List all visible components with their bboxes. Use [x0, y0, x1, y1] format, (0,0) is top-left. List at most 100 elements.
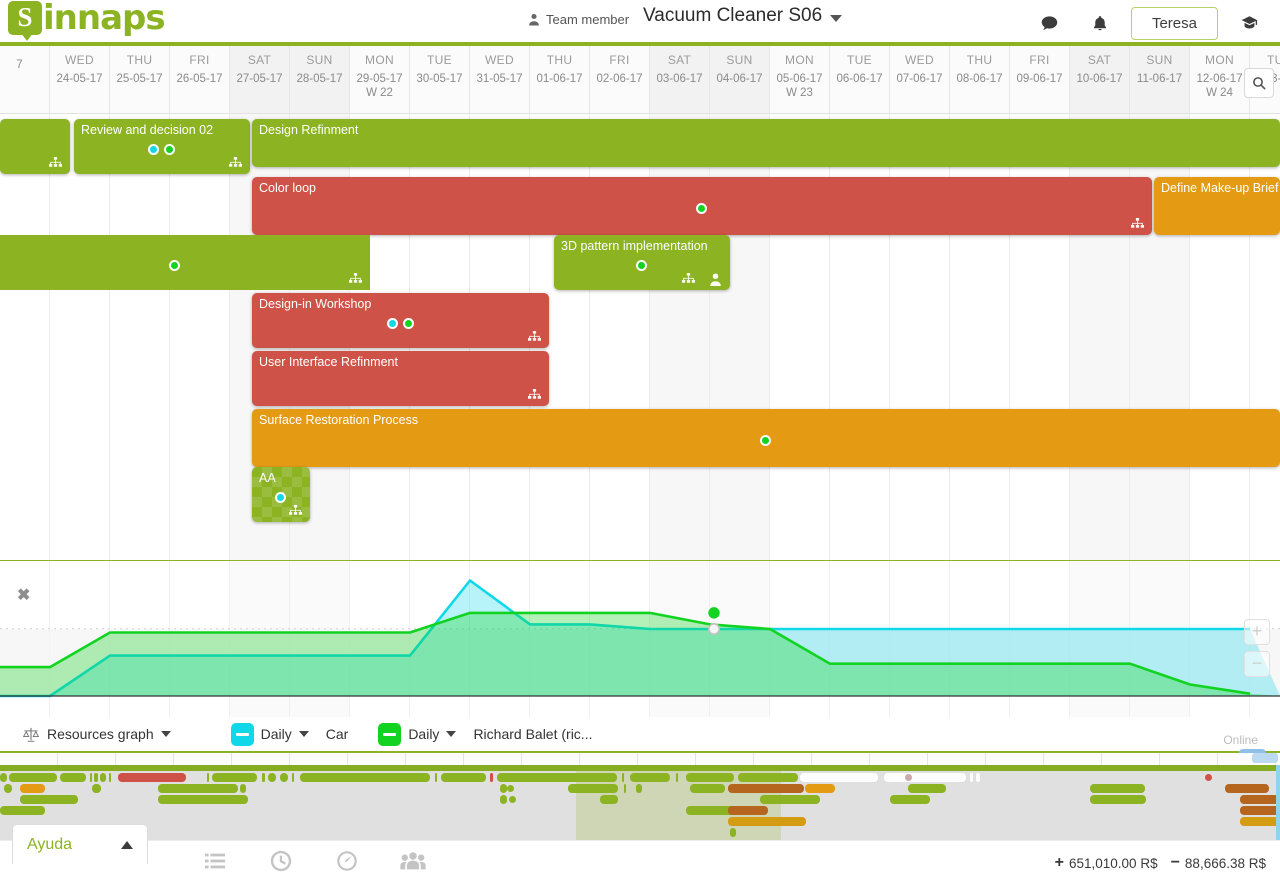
- date-column[interactable]: WED 07-06-17: [890, 46, 950, 113]
- date-column[interactable]: TUE 30-05-17: [410, 46, 470, 113]
- resources-graph-selector[interactable]: Resources graph: [22, 726, 171, 742]
- person-icon[interactable]: [709, 273, 722, 286]
- day-of-week: SUN: [726, 53, 753, 67]
- date-column[interactable]: FRI 26-05-17: [170, 46, 230, 113]
- comment-icon[interactable]: [1025, 6, 1075, 40]
- resources-area-chart: [0, 579, 1280, 698]
- day-date: 05-06-17: [776, 73, 823, 85]
- org-icon[interactable]: [528, 389, 541, 401]
- task-label: Define Make-up Brief: [1161, 181, 1279, 195]
- milestone-dot-green[interactable]: [636, 259, 647, 271]
- milestone-dot-cyan[interactable]: [148, 143, 159, 155]
- list-icon[interactable]: [196, 844, 234, 878]
- date-column[interactable]: FRI 02-06-17: [590, 46, 650, 113]
- date-column[interactable]: SAT 10-06-17: [1070, 46, 1130, 113]
- minimap-ruler-tick: [1102, 753, 1160, 765]
- graduation-cap-icon[interactable]: [1224, 6, 1274, 40]
- project-title-selector[interactable]: Vacuum Cleaner S06: [643, 5, 843, 27]
- date-column[interactable]: WED 31-05-17: [470, 46, 530, 113]
- minimap-task-bar: [207, 773, 209, 782]
- minimap-ruler-tick: [1044, 753, 1102, 765]
- milestone-dot-green[interactable]: [760, 435, 771, 446]
- milestone-dot-green[interactable]: [169, 259, 180, 271]
- minimap-task-bar: [500, 784, 507, 793]
- user-account-button[interactable]: Teresa: [1130, 6, 1218, 40]
- gantt-task-bar[interactable]: 3D pattern implementation: [554, 235, 730, 290]
- sinnaps-logo[interactable]: S innaps: [8, 0, 166, 41]
- gantt-task-bar[interactable]: User Interface Refinment: [252, 351, 549, 406]
- zoom-out-button[interactable]: −: [1244, 651, 1270, 677]
- close-icon[interactable]: ✖: [17, 587, 31, 604]
- org-icon[interactable]: [49, 157, 62, 169]
- gantt-chart-area[interactable]: Review and decision 02 Design Refinment Co…: [0, 114, 1280, 560]
- date-column[interactable]: MON 29-05-17 W 22: [350, 46, 410, 113]
- gantt-grid-column: [110, 114, 170, 560]
- date-column[interactable]: THU 08-06-17: [950, 46, 1010, 113]
- help-button[interactable]: Ayuda: [12, 824, 148, 864]
- help-label: Ayuda: [27, 835, 73, 853]
- day-of-week: SAT: [1087, 53, 1112, 67]
- minimap-task-bar: [90, 773, 92, 782]
- date-column[interactable]: THU 01-06-17: [530, 46, 590, 113]
- legend-series-1[interactable]: Daily Richard Balet (ric...: [378, 722, 592, 746]
- minimap-task-bar: [441, 773, 486, 782]
- gantt-task-bar[interactable]: Design-in Workshop: [252, 293, 549, 348]
- day-of-week: SAT: [667, 53, 692, 67]
- date-column[interactable]: SAT 03-06-17: [650, 46, 710, 113]
- gantt-task-bar[interactable]: Design Refinment: [252, 119, 1280, 167]
- org-icon[interactable]: [349, 273, 362, 285]
- milestone-dot-green[interactable]: [696, 203, 707, 214]
- minimap-ruler-tick: [116, 753, 174, 765]
- date-column[interactable]: SUN 28-05-17: [290, 46, 350, 113]
- search-icon[interactable]: [1244, 68, 1274, 98]
- date-column[interactable]: MON 12-06-17 W 24: [1190, 46, 1250, 113]
- project-overview-minimap[interactable]: [0, 753, 1280, 840]
- date-column[interactable]: MON 05-06-17 W 23: [770, 46, 830, 113]
- gantt-task-bar[interactable]: Surface Restoration Process: [252, 409, 1280, 467]
- day-of-week: WED: [485, 53, 514, 67]
- date-column[interactable]: THU 25-05-17: [110, 46, 170, 113]
- date-column[interactable]: TUE 06-06-17: [830, 46, 890, 113]
- date-column[interactable]: SUN 11-06-17: [1130, 46, 1190, 113]
- people-icon[interactable]: [394, 844, 432, 878]
- date-column[interactable]: 7: [0, 46, 50, 113]
- gantt-task-bar[interactable]: [0, 119, 70, 174]
- date-column[interactable]: SUN 04-06-17: [710, 46, 770, 113]
- gantt-task-bar[interactable]: Define Make-up Brief: [1154, 177, 1280, 235]
- gantt-task-bar[interactable]: AA: [252, 467, 310, 522]
- team-member-chip[interactable]: Team member: [528, 12, 629, 27]
- org-icon[interactable]: [1131, 218, 1144, 230]
- date-column[interactable]: SAT 27-05-17: [230, 46, 290, 113]
- day-date: 26-05-17: [176, 73, 223, 85]
- milestone-dot-cyan[interactable]: [275, 491, 286, 503]
- org-icon[interactable]: [289, 505, 302, 517]
- legend-series-0[interactable]: Daily Car: [230, 722, 348, 746]
- day-of-week: MON: [365, 53, 394, 67]
- clock-icon[interactable]: [262, 844, 300, 878]
- minimap-task-bar: [280, 773, 288, 782]
- minimap-task-bar: [292, 773, 294, 782]
- date-column[interactable]: FRI 09-06-17: [1010, 46, 1070, 113]
- date-column[interactable]: WED 24-05-17: [50, 46, 110, 113]
- gantt-task-bar[interactable]: Review and decision 02: [74, 119, 250, 174]
- minimap-task-bar: [636, 784, 642, 793]
- milestone-dot-green[interactable]: [402, 317, 414, 329]
- org-icon[interactable]: [229, 157, 242, 169]
- gantt-task-bar[interactable]: [0, 235, 370, 290]
- gantt-task-bar[interactable]: Color loop: [252, 177, 1152, 235]
- horizontal-scrollbar-thumb[interactable]: [1252, 753, 1278, 763]
- zoom-in-button[interactable]: +: [1244, 619, 1270, 645]
- milestone-dot-cyan[interactable]: [386, 317, 398, 329]
- budget-summary: + 651,010.00 R$ − 88,666.38 R$: [1055, 854, 1266, 872]
- org-icon[interactable]: [528, 331, 541, 343]
- bell-icon[interactable]: [1075, 6, 1125, 40]
- minimap-task-bar: [1090, 795, 1146, 804]
- gauge-icon[interactable]: [328, 844, 366, 878]
- minimap-ruler-tick: [522, 753, 580, 765]
- minimap-task-bar: [20, 784, 45, 793]
- milestone-dot-green[interactable]: [164, 143, 175, 155]
- org-icon[interactable]: [682, 273, 695, 285]
- minimap-task-bar: [728, 806, 768, 815]
- day-of-week: WED: [65, 53, 94, 67]
